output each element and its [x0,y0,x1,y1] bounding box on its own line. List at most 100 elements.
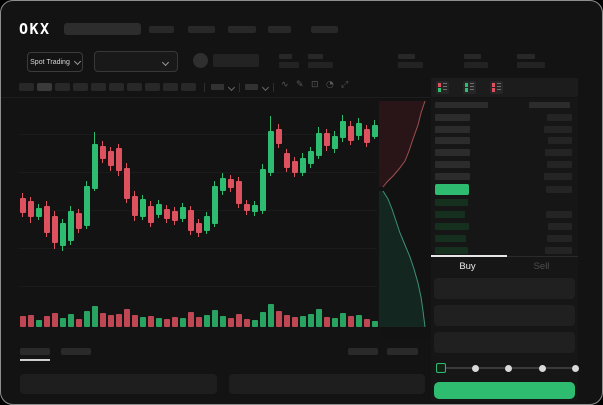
buy-tab-indicator [431,255,507,257]
stat-value-placeholder [279,62,299,68]
order-input[interactable] [434,332,575,353]
order-input[interactable] [434,278,575,299]
tab-buy[interactable]: Buy [459,261,476,272]
toolbar-block[interactable] [127,83,142,91]
coin-avatar [193,53,208,68]
ask-price-bar[interactable] [435,114,470,121]
draw-icon[interactable]: ✎ [296,80,304,90]
book-bids-icon[interactable] [463,81,476,94]
icon-seg-top [492,83,495,87]
ask-price-bar[interactable] [435,149,470,156]
volume-bars [19,299,378,333]
volume-bar [220,316,226,327]
bottom-tab[interactable] [61,348,91,355]
candlestick-chart[interactable] [19,101,378,293]
volume-bar [156,318,162,327]
interval-dropdown[interactable] [245,84,258,90]
bid-price-bar[interactable] [435,223,469,230]
volume-bar [348,316,354,327]
slider-handle[interactable] [436,363,446,373]
icon-seg-top [438,83,441,87]
slider-step-dot[interactable] [505,365,512,372]
book-asks-icon[interactable] [490,81,503,94]
volume-bar [276,311,282,327]
stat-value-placeholder [517,62,545,68]
wave-icon[interactable]: ∿ [281,80,289,90]
timer-icon[interactable]: ◔ [326,80,334,90]
orderbook-view-toggle [431,78,578,97]
volume-bar [28,315,34,327]
bid-amount-bar [548,223,572,230]
chevron-down-icon [227,83,236,92]
ask-price-bar[interactable] [435,126,470,133]
candle-body [292,161,298,173]
icon-seg-bottom [465,88,468,92]
icon-line [497,86,501,87]
market-type-dropdown[interactable]: Spot Trading [27,52,83,72]
candle-body [76,213,82,229]
toolbar-block[interactable] [181,83,196,91]
pair-selector-dropdown[interactable] [94,51,178,72]
chevron-down-icon [161,58,170,67]
bottom-tab[interactable] [20,348,50,355]
candle-body [196,223,202,233]
nav-item[interactable] [228,26,256,33]
toolbar-block[interactable] [19,83,34,91]
market-type-label: Spot Trading [30,58,70,66]
nav-item[interactable] [188,26,215,33]
okx-logo[interactable]: OKX [19,20,51,38]
search-input[interactable] [64,23,141,35]
nav-item[interactable] [311,26,338,33]
order-input[interactable] [434,305,575,326]
toolbar-block[interactable] [109,83,124,91]
ask-amount-bar [548,137,572,144]
toolbar-block[interactable] [145,83,160,91]
toolbar-block[interactable] [37,83,52,91]
icon-seg-bottom [438,88,441,92]
orderbook-header-right [529,102,570,108]
ask-amount-bar [547,114,572,121]
ask-price-bar[interactable] [435,161,470,168]
candle-body [28,201,34,217]
bid-amount-bar [547,235,572,242]
slider-step-dot[interactable] [538,365,546,372]
tab-sell[interactable]: Sell [533,261,550,272]
volume-bar [212,310,218,327]
interval-dropdown[interactable] [211,84,224,90]
volume-bar [100,313,106,327]
book-both-icon[interactable] [436,81,449,94]
bid-price-bar[interactable] [435,235,466,242]
toolbar-block[interactable] [73,83,88,91]
candle-body [60,223,66,246]
candle-body [132,196,138,216]
candle-body [212,186,218,224]
toolbar-block[interactable] [91,83,106,91]
last-amount-bar [546,186,572,193]
snapshot-icon[interactable]: ⊡ [311,80,319,90]
bid-price-bar[interactable] [435,199,468,206]
nav-item[interactable] [268,26,291,33]
volume-bar [124,309,130,327]
candle-body [316,133,322,156]
ask-price-bar[interactable] [435,173,470,180]
chevron-down-icon [261,83,270,92]
ask-price-bar[interactable] [435,137,470,144]
fullscreen-icon[interactable]: ⤢ [341,80,349,90]
slider-step-dot[interactable] [471,365,479,372]
nav-item[interactable] [149,26,174,33]
submit-buy-button[interactable] [434,382,575,399]
candle-body [140,199,146,217]
volume-bar [252,320,258,327]
bid-price-bar[interactable] [435,211,465,218]
bottom-action-bar[interactable] [348,348,378,355]
stat-label-placeholder [308,54,323,59]
volume-bar [84,311,90,327]
bottom-action-bar[interactable] [387,348,418,355]
candle-body [92,144,98,189]
bid-price-bar[interactable] [435,247,468,254]
slider-step-dot[interactable] [572,365,579,372]
toolbar-block[interactable] [163,83,178,91]
toolbar-divider [273,83,274,92]
toolbar-block[interactable] [55,83,70,91]
volume-bar [292,317,298,327]
